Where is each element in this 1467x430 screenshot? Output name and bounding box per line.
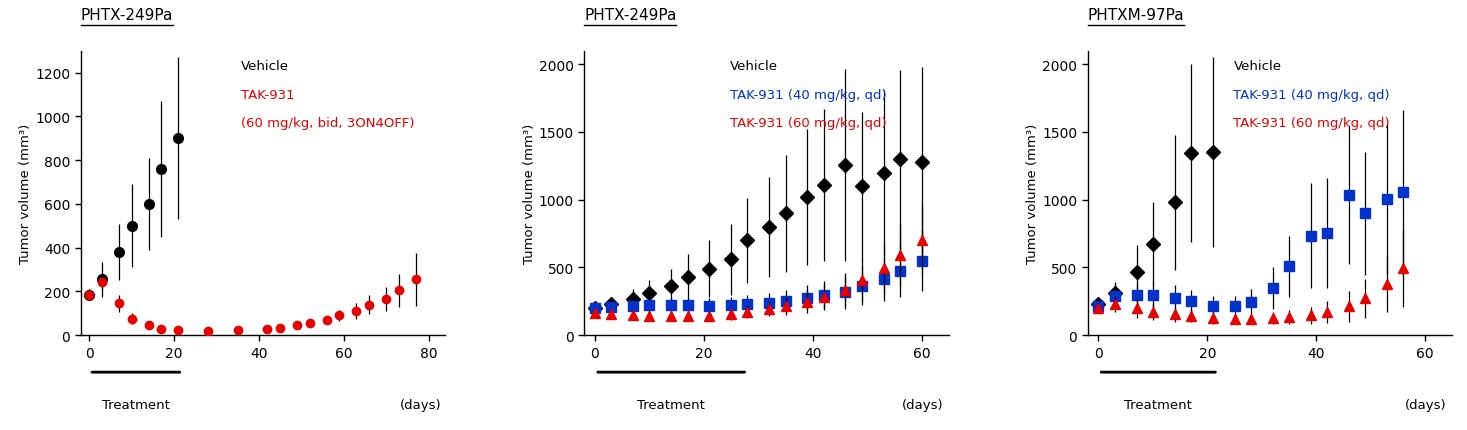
Text: (days): (days) bbox=[902, 398, 943, 411]
Text: (days): (days) bbox=[1405, 398, 1446, 411]
Text: TAK-931 (40 mg/kg, qd): TAK-931 (40 mg/kg, qd) bbox=[731, 89, 886, 101]
Text: PHTX-249Pa: PHTX-249Pa bbox=[584, 8, 676, 23]
Text: Treatment: Treatment bbox=[1124, 398, 1193, 411]
Text: (60 mg/kg, bid, 3ON4OFF): (60 mg/kg, bid, 3ON4OFF) bbox=[241, 117, 415, 130]
Text: TAK-931: TAK-931 bbox=[241, 89, 295, 101]
Text: TAK-931 (60 mg/kg, qd): TAK-931 (60 mg/kg, qd) bbox=[731, 117, 886, 130]
Y-axis label: Tumor volume (mm³): Tumor volume (mm³) bbox=[1027, 123, 1039, 264]
Text: Vehicle: Vehicle bbox=[241, 60, 289, 73]
Text: TAK-931 (60 mg/kg, qd): TAK-931 (60 mg/kg, qd) bbox=[1234, 117, 1391, 130]
Y-axis label: Tumor volume (mm³): Tumor volume (mm³) bbox=[19, 123, 32, 264]
Text: Vehicle: Vehicle bbox=[1234, 60, 1282, 73]
Text: Treatment: Treatment bbox=[101, 398, 170, 411]
Text: Treatment: Treatment bbox=[637, 398, 706, 411]
Text: (days): (days) bbox=[399, 398, 442, 411]
Text: Vehicle: Vehicle bbox=[731, 60, 778, 73]
Text: PHTX-249Pa: PHTX-249Pa bbox=[81, 8, 173, 23]
Text: TAK-931 (40 mg/kg, qd): TAK-931 (40 mg/kg, qd) bbox=[1234, 89, 1391, 101]
Text: PHTXM-97Pa: PHTXM-97Pa bbox=[1087, 8, 1184, 23]
Y-axis label: Tumor volume (mm³): Tumor volume (mm³) bbox=[522, 123, 535, 264]
